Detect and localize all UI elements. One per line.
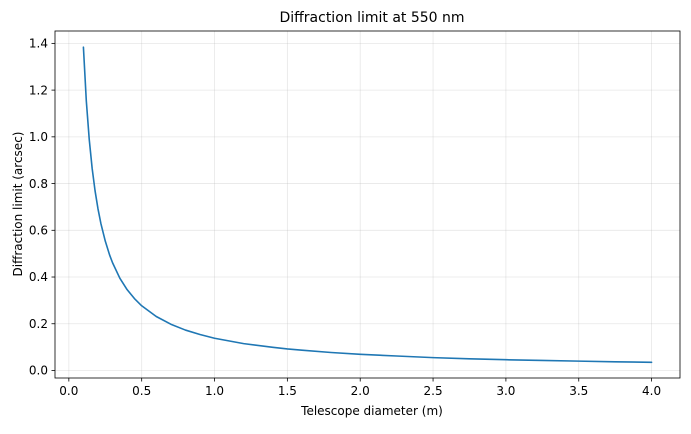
y-tick-label: 0.2 [29,317,48,331]
x-axis: 0.0 0.5 1.0 1.5 2.0 2.5 3.0 3.5 4.0 [59,378,661,398]
y-tick-label: 0.8 [29,177,48,191]
y-tick-label: 0.4 [29,270,48,284]
x-tick-label: 1.0 [205,384,224,398]
y-tick-label: 0.0 [29,364,48,378]
series-layer [82,46,653,364]
x-tick-label: 4.0 [642,384,661,398]
x-tick-label: 2.0 [351,384,370,398]
x-tick-label: 3.5 [569,384,588,398]
plot-frame [54,30,681,379]
x-tick-label: 0.5 [132,384,151,398]
x-tick-label: 1.5 [278,384,297,398]
x-tick-label: 3.0 [496,384,515,398]
x-axis-label: Telescope diameter (m) [300,404,443,418]
chart-title: Diffraction limit at 550 nm [279,10,464,26]
y-tick-label: 0.6 [29,223,48,237]
y-tick-label: 1.4 [29,37,48,51]
grid [55,31,680,378]
series-line [82,46,653,364]
y-axis-label: Diffraction limit (arcsec) [11,132,25,277]
x-tick-label: 0.0 [59,384,78,398]
y-tick-label: 1.2 [29,83,48,97]
y-axis: 0.0 0.2 0.4 0.6 0.8 1.0 1.2 1.4 [29,37,55,378]
x-tick-label: 2.5 [424,384,443,398]
y-tick-label: 1.0 [29,130,48,144]
